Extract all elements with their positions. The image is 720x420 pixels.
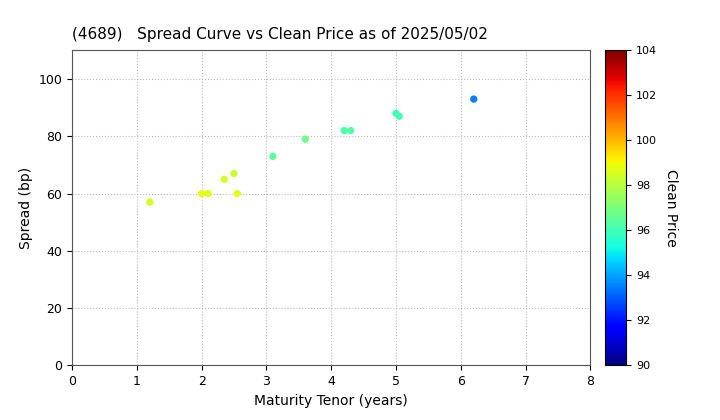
Point — [219, 176, 230, 183]
Point — [393, 113, 405, 120]
Point — [300, 136, 311, 142]
Y-axis label: Clean Price: Clean Price — [664, 169, 678, 247]
Point — [144, 199, 156, 205]
Point — [228, 170, 240, 177]
Point — [196, 190, 207, 197]
Y-axis label: Spread (bp): Spread (bp) — [19, 167, 33, 249]
Point — [338, 127, 350, 134]
X-axis label: Maturity Tenor (years): Maturity Tenor (years) — [254, 394, 408, 408]
Point — [231, 190, 243, 197]
Point — [267, 153, 279, 160]
Point — [390, 110, 402, 117]
Text: (4689)   Spread Curve vs Clean Price as of 2025/05/02: (4689) Spread Curve vs Clean Price as of… — [72, 27, 488, 42]
Point — [202, 190, 214, 197]
Point — [345, 127, 356, 134]
Point — [468, 96, 480, 102]
